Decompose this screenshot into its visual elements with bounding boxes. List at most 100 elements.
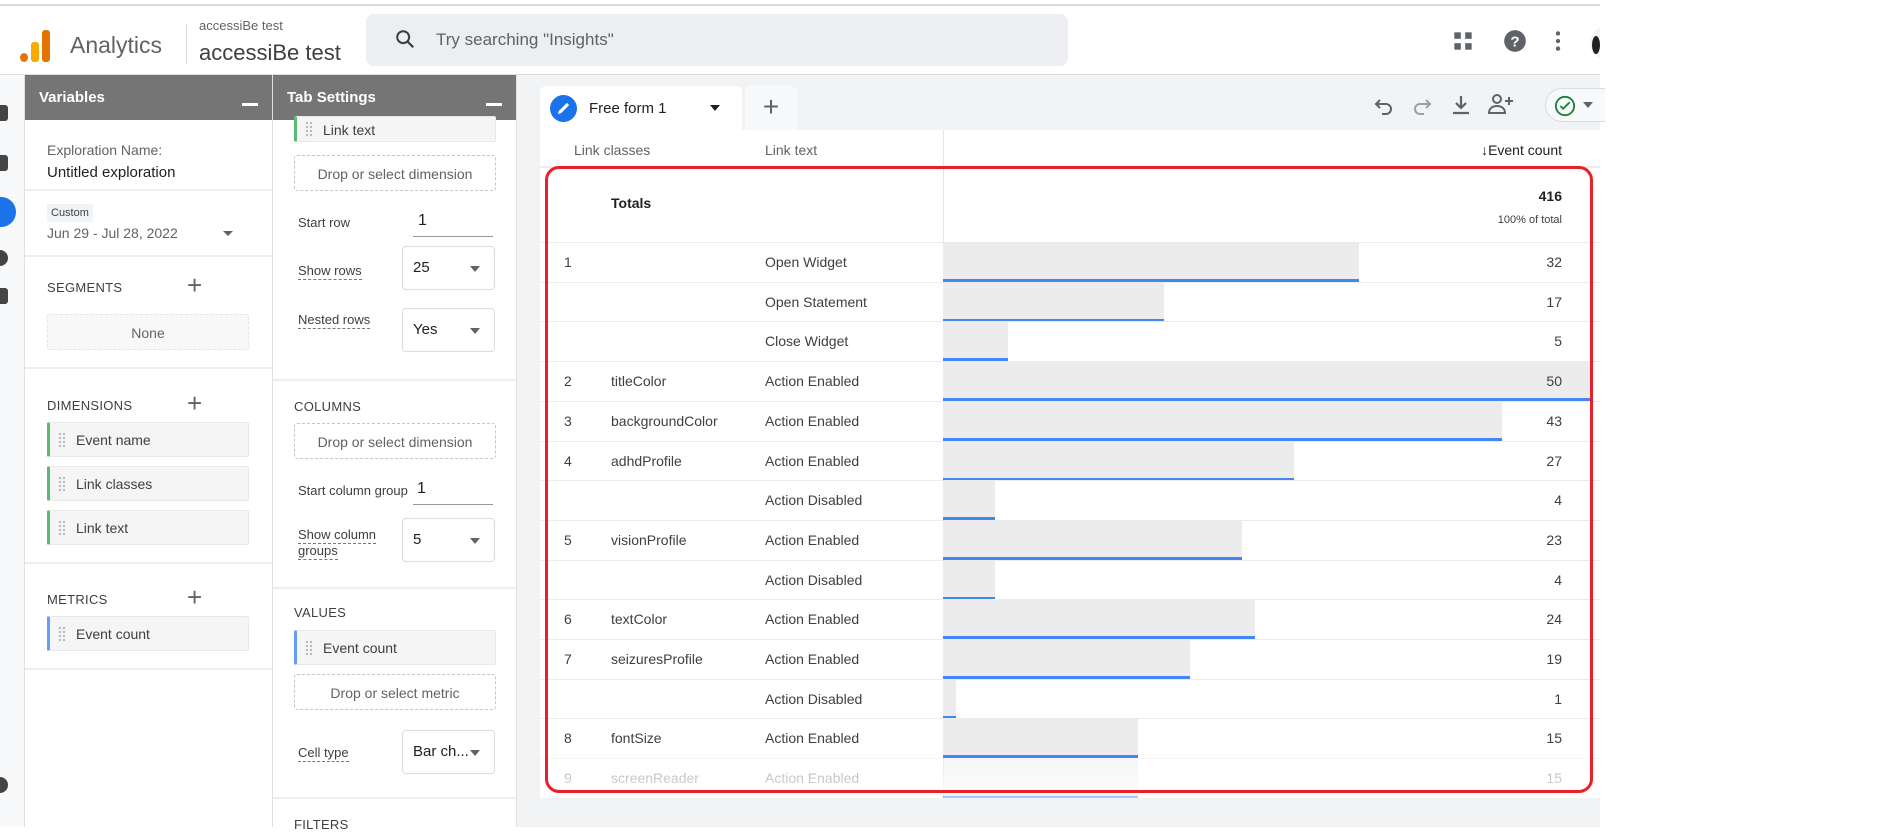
row-index: 7	[564, 651, 572, 667]
metric-item[interactable]: Event count	[47, 616, 249, 651]
undo-icon[interactable]	[1372, 94, 1396, 118]
download-icon[interactable]	[1449, 93, 1473, 117]
value-bar-line	[943, 358, 1008, 362]
nested-rows-select[interactable]: Yes	[402, 308, 495, 352]
dimension-item[interactable]: Link classes	[47, 466, 249, 501]
divider	[25, 189, 272, 191]
dimension-item[interactable]: Link text	[47, 510, 249, 545]
status-dropdown[interactable]	[1545, 88, 1605, 122]
start-column-group-input[interactable]: 1	[413, 480, 493, 505]
more-vert-icon[interactable]	[1545, 28, 1571, 54]
segments-none[interactable]: None	[47, 314, 249, 350]
col-header-link-classes[interactable]: Link classes	[574, 142, 651, 158]
table-row[interactable]: Action Disabled 1	[540, 678, 1600, 719]
reports-icon[interactable]	[0, 155, 8, 171]
help-icon[interactable]: ?	[1502, 28, 1528, 54]
cell-type-label-text: Cell type	[298, 745, 349, 762]
cell-type-select[interactable]: Bar ch...	[402, 730, 495, 774]
drop-row-dimension[interactable]: Drop or select dimension	[294, 155, 496, 191]
event-count-cell: 17	[1546, 293, 1562, 310]
dimension-item[interactable]: Event name	[47, 422, 249, 457]
minimize-icon[interactable]	[242, 103, 258, 106]
search-input[interactable]: Try searching "Insights"	[366, 14, 1068, 66]
tab-free-form-1[interactable]: Free form 1	[540, 86, 742, 131]
date-range-picker[interactable]: Jun 29 - Jul 28, 2022	[47, 225, 237, 247]
col-header-event-count[interactable]: ↓Event count	[1481, 142, 1562, 158]
apps-grid-icon[interactable]	[1450, 28, 1476, 54]
link-text-cell: Action Enabled	[765, 611, 860, 628]
value-item[interactable]: Event count	[294, 630, 496, 665]
add-tab-button[interactable]: +	[745, 86, 797, 131]
divider	[273, 379, 516, 381]
pencil-icon	[550, 95, 577, 122]
show-rows-select[interactable]: 25	[402, 246, 495, 290]
account-name[interactable]: accessiBe test	[199, 18, 283, 33]
tab-menu-icon[interactable]	[710, 105, 720, 116]
svg-text:?: ?	[1510, 33, 1519, 50]
value-bar	[943, 560, 995, 600]
exploration-name-label: Exploration Name:	[47, 142, 163, 158]
drag-handle-icon[interactable]	[58, 626, 66, 642]
left-nav-rail	[0, 75, 25, 827]
table-row[interactable]: Action Disabled 4	[540, 480, 1600, 521]
value-bar	[943, 362, 1593, 402]
share-icon[interactable]	[1487, 91, 1515, 117]
avatar[interactable]	[1590, 26, 1600, 60]
drag-handle-icon[interactable]	[305, 640, 313, 656]
explore-icon[interactable]	[0, 197, 16, 227]
table-row[interactable]: 1 Open Widget 32	[540, 242, 1600, 282]
table-row[interactable]: Close Widget 5	[540, 321, 1600, 362]
link-text-cell: Action Disabled	[765, 690, 863, 707]
drag-handle-icon[interactable]	[305, 121, 313, 137]
row-item[interactable]: Link text	[294, 116, 496, 142]
redo-icon[interactable]	[1410, 94, 1434, 118]
property-name[interactable]: accessiBe test	[199, 40, 341, 65]
row-index: 4	[564, 452, 572, 469]
link-text-cell: Action Enabled	[765, 730, 860, 747]
table-row[interactable]: 3 backgroundColor Action Enabled 43	[540, 400, 1600, 441]
drag-handle-icon[interactable]	[58, 432, 66, 448]
add-segment-button[interactable]: +	[187, 270, 203, 300]
table-row[interactable]: 8 fontSize Action Enabled 15	[540, 718, 1600, 759]
drag-handle-icon[interactable]	[58, 520, 66, 536]
show-rows-label: Show rows	[298, 263, 362, 280]
table-row[interactable]: 4 adhdProfile Action Enabled 27	[540, 440, 1600, 481]
add-metric-button[interactable]: +	[187, 582, 203, 612]
value-bar-line	[943, 437, 1502, 441]
divider	[273, 797, 516, 799]
panel-title: Variables	[39, 89, 105, 106]
show-column-groups-select[interactable]: 5	[402, 518, 495, 562]
table-row[interactable]: Open Statement 17	[540, 281, 1600, 322]
row-index: 2	[564, 373, 572, 390]
advertising-icon[interactable]	[0, 250, 8, 266]
settings-icon[interactable]	[0, 777, 8, 793]
home-icon[interactable]	[0, 105, 8, 121]
configure-icon[interactable]	[0, 288, 8, 304]
drop-metric[interactable]: Drop or select metric	[294, 674, 496, 710]
table-row[interactable]: 7 seizuresProfile Action Enabled 19	[540, 639, 1600, 679]
table-row[interactable]: Action Disabled 4	[540, 559, 1600, 600]
add-dimension-button[interactable]: +	[187, 388, 203, 418]
totals-label: Totals	[611, 195, 652, 211]
event-count-cell: 4	[1554, 571, 1562, 588]
event-count-cell: 4	[1554, 492, 1562, 509]
label-line: Show column	[298, 527, 377, 544]
minimize-icon[interactable]	[486, 103, 502, 106]
cell-type-label: Cell type	[298, 745, 349, 762]
exploration-name-field[interactable]: Untitled exploration	[47, 164, 176, 181]
col-header-link-text[interactable]: Link text	[765, 142, 818, 158]
table-row[interactable]: 6 textColor Action Enabled 24	[540, 599, 1600, 640]
link-text-cell: Action Enabled	[765, 452, 860, 469]
table-row[interactable]: 5 visionProfile Action Enabled 23	[540, 519, 1600, 560]
event-count-cell: 23	[1546, 531, 1562, 548]
table-row[interactable]: 2 titleColor Action Enabled 50	[540, 361, 1600, 402]
drop-column-dimension[interactable]: Drop or select dimension	[294, 423, 496, 459]
link-class-cell: adhdProfile	[611, 452, 682, 469]
start-row-input[interactable]: 1	[413, 212, 493, 237]
value-bar-line	[943, 755, 1138, 759]
metric-label: Event count	[76, 626, 150, 642]
value-bar-line	[943, 279, 1359, 282]
divider	[25, 668, 272, 670]
tab-label: Free form 1	[589, 100, 667, 117]
drag-handle-icon[interactable]	[58, 476, 66, 492]
